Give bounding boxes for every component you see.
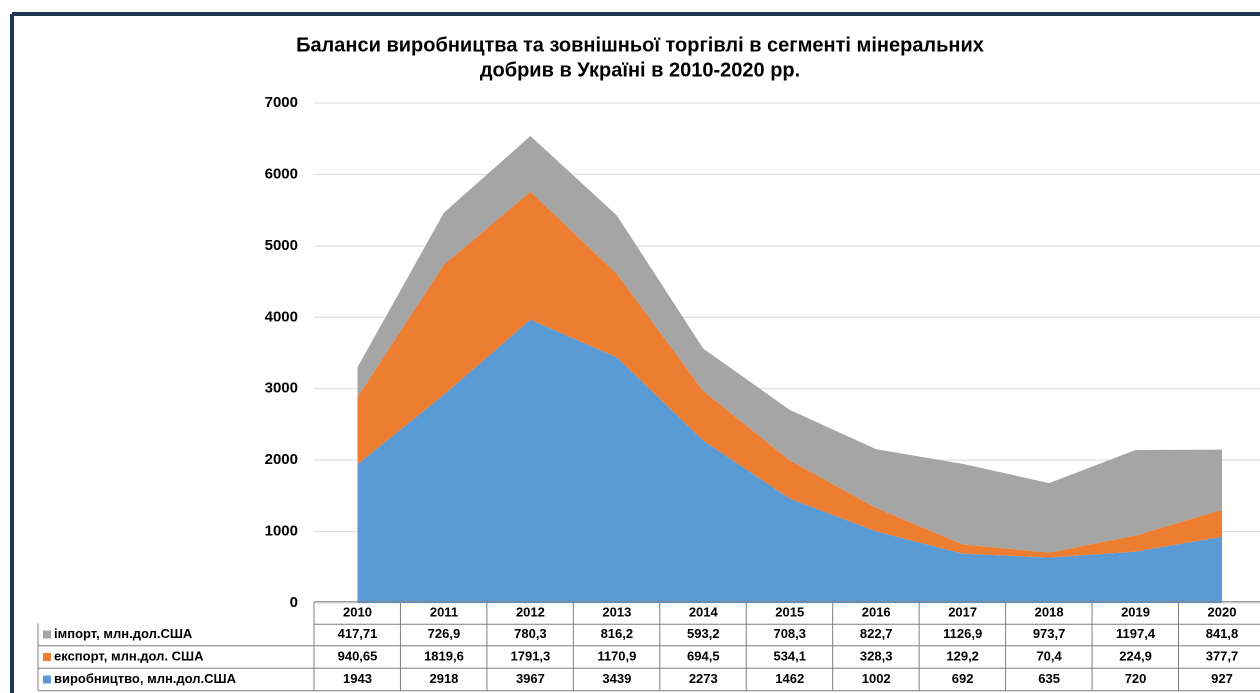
table-value: 822,7 [860, 626, 893, 641]
table-value: 70,4 [1036, 648, 1062, 663]
y-tick-label: 7000 [265, 94, 298, 111]
x-tick-label: 2020 [1208, 604, 1237, 619]
table-value: 708,3 [773, 626, 806, 641]
chart-title: добрив в Україні в 2010-2020 рр. [480, 59, 800, 81]
table-value: 417,71 [338, 626, 378, 641]
table-value: 694,5 [687, 648, 720, 663]
table-value: 3439 [602, 671, 631, 686]
table-value: 1197,4 [1116, 626, 1156, 641]
table-value: 927 [1211, 671, 1233, 686]
x-tick-label: 2014 [689, 604, 719, 619]
table-value: 377,7 [1206, 648, 1239, 663]
y-tick-label: 0 [290, 594, 298, 611]
area [357, 135, 1222, 553]
table-value: 3967 [516, 671, 545, 686]
table-value: 940,65 [338, 648, 378, 663]
table-value: 1791,3 [511, 648, 551, 663]
legend-label: імпорт, млн.дол.США [54, 626, 193, 641]
x-tick-label: 2019 [1121, 604, 1150, 619]
y-tick-label: 1000 [265, 523, 298, 540]
chart-title: Баланси виробництва та зовнішньої торгів… [296, 34, 984, 56]
table-value: 973,7 [1033, 626, 1066, 641]
table-value: 224,9 [1119, 648, 1152, 663]
legend-key [43, 653, 51, 661]
y-tick-label: 5000 [265, 237, 298, 254]
table-value: 1126,9 [943, 626, 982, 641]
legend-label: виробництво, млн.дол.США [54, 671, 237, 686]
table-value: 841,8 [1206, 626, 1239, 641]
x-tick-label: 2018 [1035, 604, 1064, 619]
area [357, 319, 1222, 603]
table-value: 1943 [343, 671, 372, 686]
x-tick-label: 2017 [948, 604, 977, 619]
table-value: 2273 [689, 671, 718, 686]
legend-label: експорт, млн.дол. США [54, 648, 204, 663]
y-tick-label: 4000 [265, 308, 298, 325]
y-tick-label: 3000 [265, 380, 298, 397]
table-value: 1002 [862, 671, 891, 686]
y-tick-label: 6000 [265, 165, 298, 182]
legend-key [43, 630, 51, 639]
x-tick-label: 2016 [862, 604, 891, 619]
table-value: 1462 [775, 671, 804, 686]
table-value: 816,2 [601, 626, 634, 641]
table-value: 129,2 [946, 648, 979, 663]
x-tick-label: 2015 [775, 604, 804, 619]
legend-key [43, 675, 51, 684]
x-tick-label: 2013 [602, 604, 631, 619]
table-value: 780,3 [514, 626, 547, 641]
table-value: 726,9 [428, 626, 461, 641]
y-tick-label: 2000 [265, 451, 298, 468]
x-tick-label: 2012 [516, 604, 545, 619]
x-tick-label: 2011 [430, 604, 458, 619]
table-value: 1170,9 [597, 648, 636, 663]
table-value: 2918 [429, 671, 458, 686]
x-tick-label: 2010 [343, 604, 372, 619]
table-value: 1819,6 [424, 648, 464, 663]
area [357, 191, 1222, 558]
table-value: 720 [1125, 671, 1147, 686]
table-value: 635 [1038, 671, 1060, 686]
table-value: 534,1 [773, 648, 806, 663]
table-value: 328,3 [860, 648, 893, 663]
table-value: 692 [952, 671, 974, 686]
table-value: 593,2 [687, 626, 720, 641]
